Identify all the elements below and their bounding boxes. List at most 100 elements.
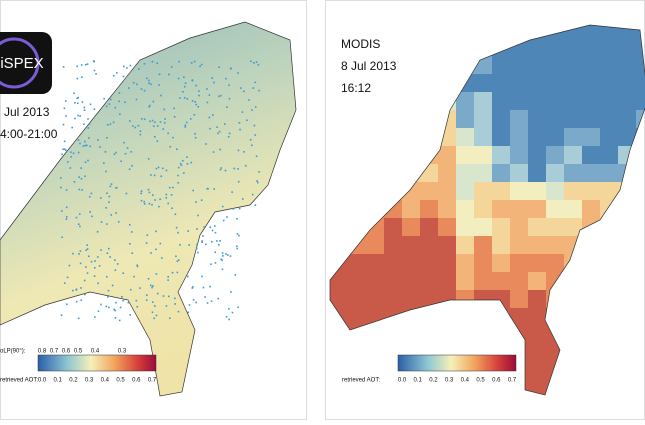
dot bbox=[216, 126, 218, 128]
dot bbox=[237, 306, 239, 308]
grid-cell bbox=[582, 182, 600, 200]
grid-cell bbox=[348, 254, 366, 272]
dot bbox=[250, 60, 252, 62]
grid-cell bbox=[474, 164, 492, 182]
dot bbox=[153, 125, 155, 127]
grid-cell bbox=[636, 398, 645, 416]
dot bbox=[89, 196, 91, 198]
grid-cell bbox=[366, 110, 384, 128]
dot bbox=[239, 208, 241, 210]
dot bbox=[94, 267, 96, 269]
grid-cell bbox=[564, 254, 582, 272]
grid-cell bbox=[402, 20, 420, 38]
dot bbox=[151, 287, 153, 289]
grid-cell bbox=[474, 38, 492, 56]
dot bbox=[83, 123, 85, 125]
grid-cell bbox=[510, 218, 528, 236]
dot bbox=[84, 107, 86, 109]
grid-cell bbox=[384, 308, 402, 326]
dot bbox=[239, 129, 241, 131]
grid-cell bbox=[600, 164, 618, 182]
grid-cell bbox=[384, 164, 402, 182]
grid-cell bbox=[528, 398, 546, 416]
grid-cell bbox=[474, 326, 492, 344]
grid-cell bbox=[600, 110, 618, 128]
grid-cell bbox=[564, 290, 582, 308]
grid-cell bbox=[492, 254, 510, 272]
grid-cell bbox=[420, 326, 438, 344]
grid-cell bbox=[384, 236, 402, 254]
dot bbox=[150, 285, 152, 287]
grid-cell bbox=[402, 92, 420, 110]
grid-cell bbox=[438, 146, 456, 164]
dot bbox=[123, 66, 125, 68]
grid-cell bbox=[366, 20, 384, 38]
dot bbox=[217, 298, 219, 300]
dot bbox=[220, 95, 222, 97]
dot bbox=[230, 255, 232, 257]
dot bbox=[81, 76, 83, 78]
grid-cell bbox=[384, 218, 402, 236]
dot bbox=[91, 216, 93, 218]
dot bbox=[195, 302, 197, 304]
dot bbox=[195, 85, 197, 87]
dot bbox=[251, 109, 253, 111]
dot bbox=[71, 127, 73, 129]
grid-cell bbox=[330, 110, 348, 128]
grid-cell bbox=[636, 362, 645, 380]
dot bbox=[222, 255, 224, 257]
dot bbox=[158, 206, 160, 208]
grid-cell bbox=[366, 344, 384, 362]
dot bbox=[123, 142, 125, 144]
dot bbox=[77, 102, 79, 104]
grid-cell bbox=[420, 308, 438, 326]
dot bbox=[105, 207, 107, 209]
dot bbox=[219, 240, 221, 242]
dot bbox=[171, 207, 173, 209]
dot bbox=[198, 90, 200, 92]
grid-cell bbox=[348, 290, 366, 308]
grid-cell bbox=[528, 380, 546, 398]
grid-cell bbox=[528, 290, 546, 308]
grid-cell bbox=[636, 380, 645, 398]
dot bbox=[164, 122, 166, 124]
dot bbox=[254, 125, 256, 127]
dot bbox=[131, 231, 133, 233]
grid-cell bbox=[456, 164, 474, 182]
grid-cell bbox=[618, 56, 636, 74]
grid-cell bbox=[582, 38, 600, 56]
dot bbox=[152, 301, 154, 303]
grid-cell bbox=[402, 164, 420, 182]
dot bbox=[76, 97, 78, 99]
dot bbox=[243, 151, 245, 153]
dot bbox=[230, 68, 232, 70]
dot bbox=[105, 151, 107, 153]
grid-cell bbox=[366, 200, 384, 218]
dot bbox=[154, 305, 156, 307]
dot bbox=[113, 122, 115, 124]
dot bbox=[144, 90, 146, 92]
grid-cell bbox=[384, 146, 402, 164]
dot bbox=[136, 99, 138, 101]
grid-cell bbox=[546, 164, 564, 182]
dot bbox=[236, 218, 238, 220]
grid-cell bbox=[474, 74, 492, 92]
dot bbox=[164, 118, 166, 120]
dot bbox=[156, 315, 158, 317]
grid-cell bbox=[546, 110, 564, 128]
grid-cell bbox=[618, 38, 636, 56]
dot bbox=[178, 167, 180, 169]
dot bbox=[228, 136, 230, 138]
dot bbox=[167, 203, 169, 205]
dot bbox=[79, 213, 81, 215]
grid-cell bbox=[600, 326, 618, 344]
dot bbox=[154, 121, 156, 123]
dot bbox=[213, 188, 215, 190]
grid-cell bbox=[402, 236, 420, 254]
grid-cell bbox=[528, 326, 546, 344]
grid-cell bbox=[600, 254, 618, 272]
dot bbox=[205, 243, 207, 245]
grid-cell bbox=[564, 164, 582, 182]
dot bbox=[78, 253, 80, 255]
grid-cell bbox=[420, 20, 438, 38]
